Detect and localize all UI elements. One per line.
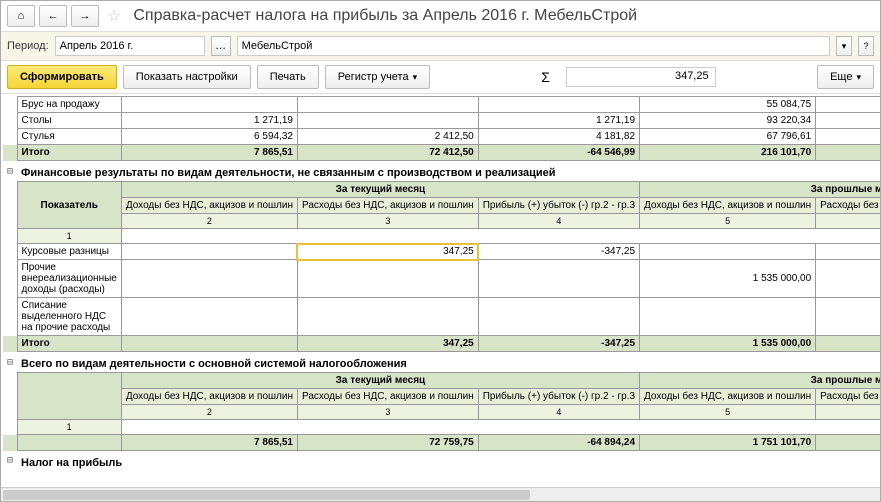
selected-cell[interactable]: 347,25 (297, 244, 478, 260)
register-button[interactable]: Регистр учета (325, 65, 430, 89)
section-title: Финансовые результаты по видам деятельно… (17, 161, 880, 182)
sigma-icon: Σ (532, 69, 560, 85)
period-picker-button[interactable]: … (211, 36, 231, 56)
expand-toggle[interactable]: ⊟ (3, 161, 17, 182)
table-row: Столы 1 271,191 271,19 93 220,3488 255,7… (3, 113, 880, 129)
expand-toggle[interactable] (3, 97, 17, 113)
table-row: Стулья 6 594,322 412,504 181,82 67 796,6… (3, 129, 880, 145)
table-row-total: Итого 7 865,5172 412,50-64 546,99 216 10… (3, 145, 880, 161)
expand-toggle[interactable]: ⊟ (3, 352, 17, 373)
organization-field[interactable]: МебельСтрой (237, 36, 830, 56)
show-settings-button[interactable]: Показать настройки (123, 65, 251, 89)
print-button[interactable]: Печать (257, 65, 319, 89)
org-dropdown-button[interactable]: ▾ (836, 36, 852, 56)
period-label: Период: (7, 40, 49, 52)
table-row-total: Итого 347,25 -347,25 1 535 000,00 610,17… (3, 336, 880, 352)
form-button[interactable]: Сформировать (7, 65, 117, 89)
org-help-button[interactable]: ? (858, 36, 874, 56)
sum-field[interactable]: 347,25 (566, 67, 716, 87)
home-button[interactable]: ⌂ (7, 5, 35, 27)
table-row: Прочие внереализационные доходы (расходы… (3, 260, 880, 298)
period-field[interactable]: Апрель 2016 г. (55, 36, 205, 56)
more-button[interactable]: Еще (817, 65, 874, 89)
table-row: Списание выделенного НДС на прочие расхо… (3, 298, 880, 336)
favorite-icon[interactable]: ☆ (107, 6, 121, 26)
expand-toggle[interactable]: ⊟ (3, 451, 17, 472)
table-row: Брус на продажу 55 084,7543 750,0011 334… (3, 97, 880, 113)
forward-button[interactable]: → (71, 5, 99, 27)
table-row: Курсовые разницы 347,25 -347,25 347, (3, 244, 880, 260)
section-title: Всего по видам деятельности с основной с… (17, 352, 880, 373)
table-row-total: 7 865,51 72 759,75 -64 894,24 1 751 101,… (3, 435, 880, 451)
report-table: Брус на продажу 55 084,7543 750,0011 334… (3, 96, 880, 471)
section-title: Налог на прибыль (17, 451, 880, 472)
back-button[interactable]: ← (39, 5, 67, 27)
report-area: Брус на продажу 55 084,7543 750,0011 334… (1, 94, 880, 487)
horizontal-scrollbar[interactable] (1, 487, 880, 501)
page-title: Справка-расчет налога на прибыль за Апре… (133, 7, 637, 25)
